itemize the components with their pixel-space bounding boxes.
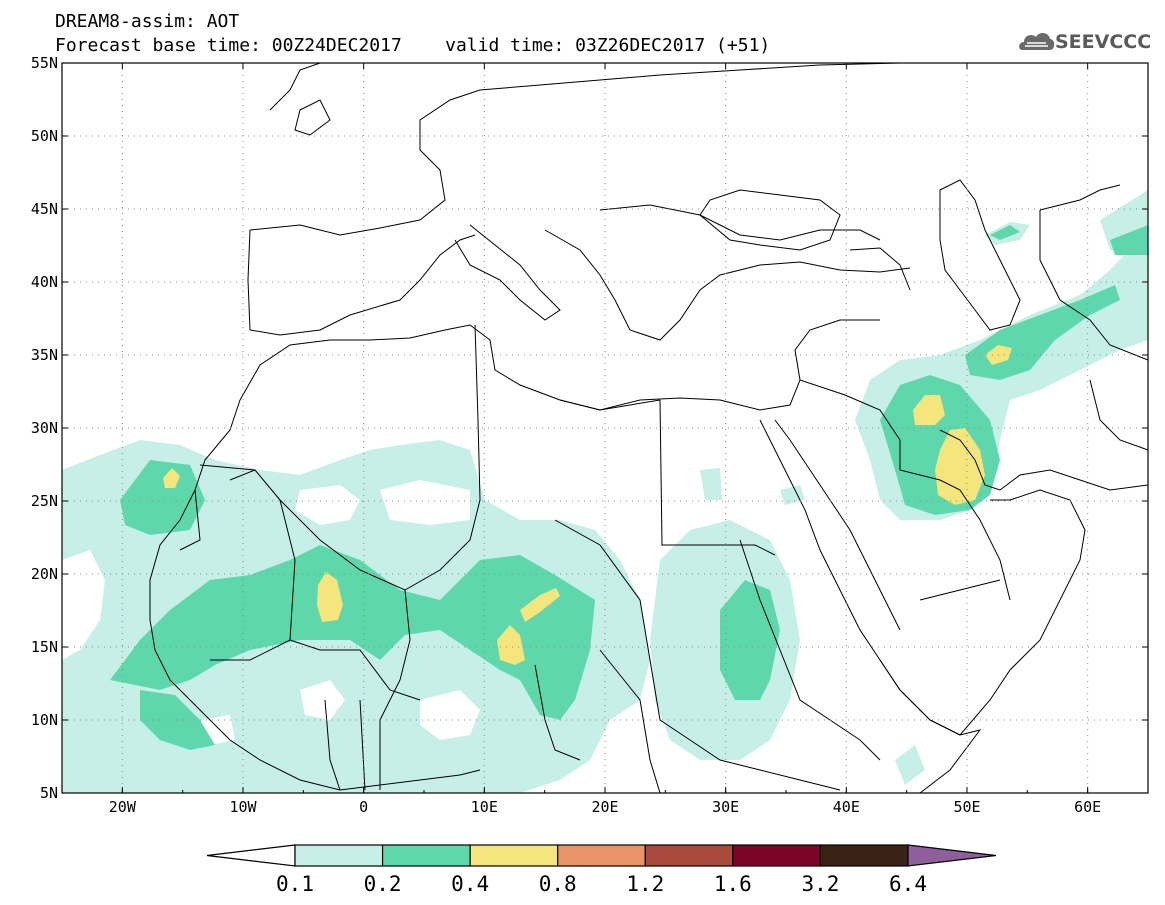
forecast-time-line: Forecast base time: 00Z24DEC2017 valid t… bbox=[55, 35, 771, 56]
lat-label: 15N bbox=[31, 638, 58, 656]
lon-label: 60E bbox=[1074, 798, 1101, 816]
colorbar-label: 3.2 bbox=[801, 872, 840, 896]
lat-label: 5N bbox=[40, 784, 58, 802]
cloud-icon bbox=[1019, 33, 1055, 50]
colorbar-max-arrow bbox=[907, 844, 997, 867]
colorbar-segment bbox=[819, 844, 909, 867]
coastlines bbox=[149, 63, 1148, 793]
colorbar-label: 0.2 bbox=[363, 872, 402, 896]
colorbar-segment bbox=[732, 844, 822, 867]
colorbar-min-arrow bbox=[206, 844, 296, 867]
aot-contour-high bbox=[163, 345, 1012, 665]
map-title: DREAM8-assim: AOT bbox=[55, 11, 240, 32]
colorbar bbox=[206, 844, 997, 867]
lat-label: 10N bbox=[31, 711, 58, 729]
lon-label: 50E bbox=[953, 798, 980, 816]
colorbar-segment bbox=[644, 844, 734, 867]
lon-label: 0 bbox=[359, 798, 368, 816]
colorbar-label: 0.1 bbox=[276, 872, 314, 896]
colorbar-label: 6.4 bbox=[889, 872, 927, 896]
lon-label: 10E bbox=[471, 798, 498, 816]
latitude-labels: 55N 50N 45N 40N 35N 30N 25N 20N 15N 10N 5N bbox=[31, 54, 58, 802]
grid-lines bbox=[62, 63, 1148, 793]
lat-label: 20N bbox=[31, 565, 58, 583]
colorbar-segment bbox=[557, 844, 646, 867]
axis-ticks bbox=[61, 62, 1149, 794]
colorbar-label: 1.6 bbox=[713, 872, 752, 896]
lat-label: 45N bbox=[31, 200, 58, 218]
lon-label: 30E bbox=[712, 798, 739, 816]
colorbar-segment bbox=[381, 844, 471, 867]
colorbar-label: 1.2 bbox=[626, 872, 665, 896]
lat-label: 35N bbox=[31, 346, 58, 364]
colorbar-segment bbox=[294, 844, 384, 867]
lon-label: 40E bbox=[833, 798, 860, 816]
colorbar-label: 0.8 bbox=[538, 872, 577, 896]
lon-label: 20E bbox=[591, 798, 618, 816]
logo-text: SEEVCCC bbox=[1055, 31, 1152, 53]
lat-label: 55N bbox=[31, 54, 58, 72]
longitude-labels: 20W 10W 0 10E 20E 30E 40E 50E 60E bbox=[109, 798, 1101, 816]
lon-label: 20W bbox=[109, 798, 137, 816]
lat-label: 50N bbox=[31, 127, 58, 145]
colorbar-segment bbox=[469, 844, 559, 867]
lon-label: 10W bbox=[229, 798, 257, 816]
lat-label: 25N bbox=[31, 492, 58, 510]
lat-label: 30N bbox=[31, 419, 58, 437]
colorbar-label: 0.4 bbox=[451, 872, 490, 896]
lat-label: 40N bbox=[31, 273, 58, 291]
